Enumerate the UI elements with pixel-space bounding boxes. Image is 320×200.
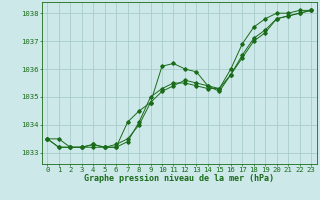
X-axis label: Graphe pression niveau de la mer (hPa): Graphe pression niveau de la mer (hPa) [84,174,274,183]
